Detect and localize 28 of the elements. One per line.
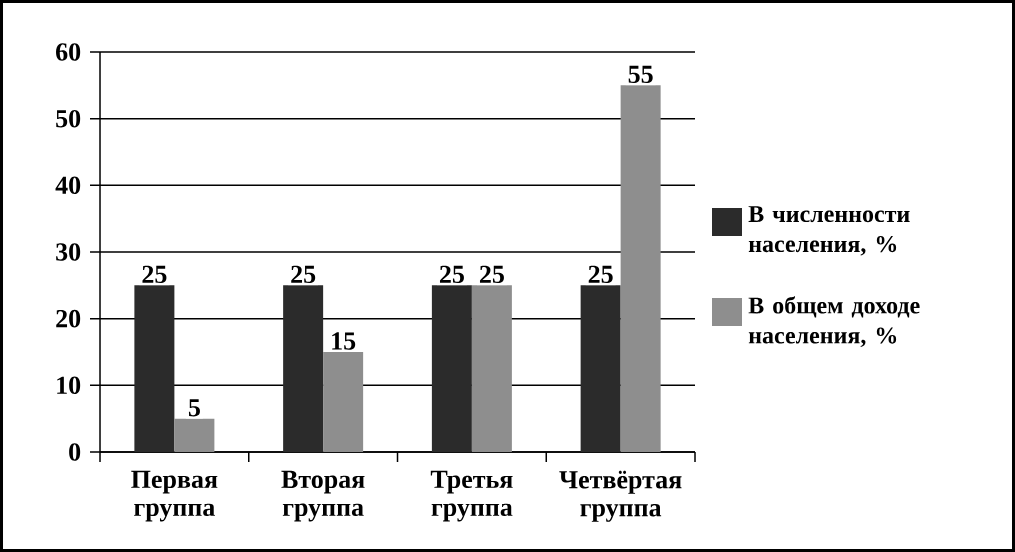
legend-label: В численности населения, % [748,206,910,256]
data-label: 15 [332,332,356,350]
y-tick-label: 0 [69,443,81,461]
x-tick-label: Третья группа [430,470,513,522]
data-label: 25 [142,265,167,284]
x-tick-label: Четвёртая группа [559,470,682,522]
data-label: 25 [479,265,504,284]
data-label: 25 [439,265,464,284]
bar [471,285,512,452]
y-tick-label: 20 [56,309,81,328]
bar [431,285,472,452]
y-tick-label: 30 [56,243,81,261]
y-tick-label: 10 [57,376,81,395]
x-tick-label: Первая группа [131,470,218,522]
y-tick-label: 40 [55,176,81,195]
data-label: 5 [188,399,200,417]
y-tick-label: 50 [56,109,81,128]
x-tick-label: Вторая группа [281,470,365,522]
bar [283,285,324,452]
bar [134,285,175,452]
y-tick-label: 60 [56,43,81,61]
bar [174,418,215,452]
bar [580,285,621,452]
bar [620,85,661,452]
data-label: 25 [588,265,613,284]
legend-label: В общем доходе населения, % [748,296,920,348]
data-label: 25 [291,265,316,284]
data-label: 55 [628,65,653,84]
